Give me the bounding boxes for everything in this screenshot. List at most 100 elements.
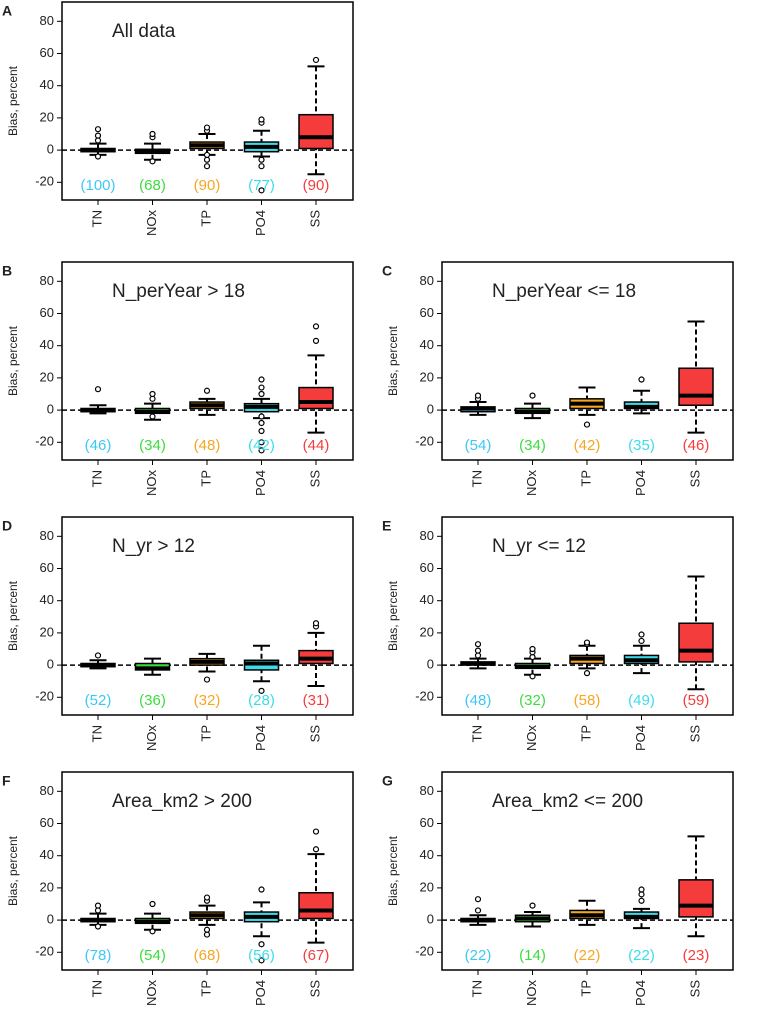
y-tick-label: -20 [35, 944, 54, 959]
x-tick-label: TP [198, 210, 213, 227]
outlier [312, 846, 320, 853]
count-label: (68) [139, 177, 166, 194]
count-label: (90) [303, 177, 330, 194]
outlier [474, 896, 482, 903]
x-tick-label: TN [89, 725, 104, 742]
x-tick-label: PO4 [253, 725, 268, 751]
outlier [638, 897, 645, 904]
count-label: (59) [683, 692, 710, 709]
panel-title: Area_km2 > 200 [112, 791, 252, 812]
outlier [94, 923, 102, 930]
y-tick-label: 60 [420, 560, 434, 575]
y-axis-label: Bias, percent [6, 580, 20, 651]
y-axis-label: Bias, percent [386, 580, 400, 651]
panel-title: Area_km2 <= 200 [492, 791, 643, 812]
y-tick-label: 60 [40, 45, 54, 60]
y-tick-label: 0 [47, 657, 54, 672]
count-label: (14) [519, 947, 546, 964]
count-label: (46) [85, 437, 112, 454]
outlier [258, 427, 265, 435]
box [298, 891, 334, 920]
plot-frame [61, 261, 354, 461]
y-tick-label: 40 [40, 592, 54, 607]
y-tick-label: 60 [40, 305, 54, 320]
outlier [149, 900, 156, 908]
count-label: (42) [248, 437, 275, 454]
outlier [203, 387, 211, 394]
count-label: (49) [628, 692, 655, 709]
outlier [203, 124, 211, 131]
y-tick-label: 80 [40, 783, 54, 798]
x-tick-label: TN [89, 980, 104, 997]
panel-letter: F [2, 773, 11, 789]
outlier [258, 187, 265, 194]
outlier [258, 163, 265, 170]
y-tick-label: -20 [35, 689, 54, 704]
y-tick-label: 60 [40, 560, 54, 575]
panel-title: N_yr <= 12 [492, 536, 586, 557]
x-tick-label: NOx [524, 980, 539, 1007]
x-tick-label: PO4 [633, 725, 648, 751]
count-label: (77) [248, 177, 275, 194]
outlier [312, 620, 320, 627]
x-tick-label: SS [307, 725, 322, 743]
count-label: (46) [683, 437, 710, 454]
panel-title: N_perYear > 18 [112, 281, 245, 302]
x-tick-label: PO4 [633, 980, 648, 1006]
outlier [474, 907, 482, 914]
count-label: (52) [85, 692, 112, 709]
panel-letter: A [2, 3, 12, 19]
x-tick-label: TN [89, 210, 104, 227]
y-tick-label: 40 [40, 847, 54, 862]
x-tick-label: NOx [144, 210, 159, 237]
count-label: (48) [194, 437, 221, 454]
x-tick-label: TP [578, 980, 593, 997]
count-label: (31) [303, 692, 330, 709]
y-axis-label: Bias, percent [6, 65, 20, 136]
y-tick-label: 40 [420, 337, 434, 352]
outlier [529, 645, 536, 653]
outlier [149, 928, 156, 935]
y-tick-label: 80 [420, 528, 434, 543]
y-tick-label: 40 [40, 337, 54, 352]
x-tick-label: TN [469, 725, 484, 742]
outlier [474, 647, 482, 654]
outlier [258, 886, 265, 893]
panel-letter: C [382, 263, 392, 279]
outlier [94, 902, 102, 909]
count-label: (35) [628, 437, 655, 454]
outlier [258, 447, 265, 454]
x-tick-label: NOx [524, 725, 539, 752]
outlier [583, 421, 591, 428]
x-tick-label: TN [89, 470, 104, 487]
outlier [312, 337, 320, 344]
panel-title: All data [112, 21, 176, 42]
outlier [583, 670, 591, 677]
y-tick-label: 60 [420, 815, 434, 830]
box [678, 879, 714, 918]
outlier [312, 56, 320, 64]
panel-title: N_yr > 12 [112, 536, 195, 557]
count-label: (22) [574, 947, 601, 964]
plot-frame [61, 771, 354, 971]
panel-letter: G [382, 773, 393, 789]
x-tick-label: PO4 [253, 210, 268, 236]
outlier [529, 392, 536, 399]
count-label: (22) [465, 947, 492, 964]
outlier [149, 413, 156, 420]
outlier [94, 153, 102, 160]
y-tick-label: -20 [415, 944, 434, 959]
y-tick-label: 20 [40, 369, 54, 384]
outlier [312, 828, 320, 835]
y-tick-label: 20 [420, 624, 434, 639]
count-label: (28) [248, 692, 275, 709]
x-tick-label: TP [198, 725, 213, 742]
y-tick-label: 40 [420, 847, 434, 862]
outlier [94, 132, 102, 139]
y-tick-label: 20 [420, 369, 434, 384]
outlier [258, 941, 265, 948]
y-tick-label: 0 [47, 912, 54, 927]
plot-frame [61, 516, 354, 716]
outlier [149, 390, 156, 398]
outlier [94, 126, 102, 133]
